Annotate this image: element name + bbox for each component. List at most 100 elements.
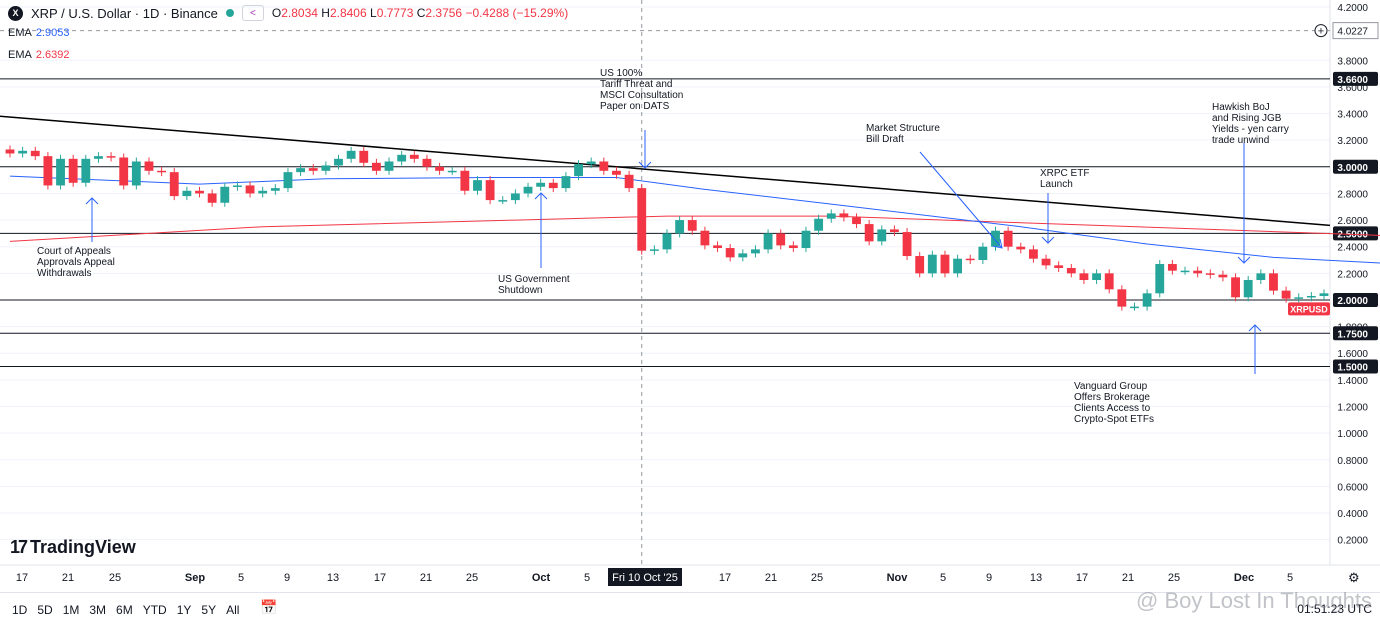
candle[interactable] bbox=[523, 182, 533, 198]
candle[interactable] bbox=[498, 196, 508, 205]
symbol-title[interactable]: XRP / U.S. Dollar · 1D · Binance bbox=[31, 5, 218, 21]
candle[interactable] bbox=[599, 157, 609, 175]
candle[interactable] bbox=[776, 229, 786, 250]
candle[interactable] bbox=[536, 178, 546, 191]
candle[interactable] bbox=[233, 181, 242, 191]
candle[interactable] bbox=[43, 152, 53, 190]
candle[interactable] bbox=[586, 157, 596, 169]
candle[interactable] bbox=[5, 145, 15, 158]
range-1d[interactable]: 1D bbox=[12, 603, 28, 617]
candle[interactable] bbox=[68, 154, 78, 187]
candle[interactable] bbox=[738, 249, 748, 262]
range-ytd[interactable]: YTD bbox=[142, 603, 167, 617]
candle[interactable] bbox=[548, 178, 558, 193]
candle[interactable] bbox=[1016, 242, 1026, 254]
candle[interactable] bbox=[346, 146, 356, 163]
candle[interactable] bbox=[1231, 273, 1240, 302]
candle[interactable] bbox=[953, 254, 963, 278]
candle[interactable] bbox=[675, 216, 685, 238]
ema-legend-2[interactable]: EMA 2.6392 bbox=[8, 49, 70, 61]
candle[interactable] bbox=[751, 245, 760, 258]
candle[interactable] bbox=[965, 254, 975, 265]
candle[interactable] bbox=[485, 176, 495, 205]
candle[interactable] bbox=[687, 216, 697, 235]
candle[interactable] bbox=[169, 168, 179, 201]
candle[interactable] bbox=[852, 213, 861, 229]
candle[interactable] bbox=[56, 154, 65, 190]
candle[interactable] bbox=[106, 152, 116, 162]
candle[interactable] bbox=[30, 146, 40, 161]
candle[interactable] bbox=[788, 241, 798, 253]
share-icon[interactable]: < bbox=[241, 5, 264, 21]
candle[interactable] bbox=[890, 225, 899, 237]
range-3m[interactable]: 3M bbox=[89, 603, 107, 617]
range-6m[interactable]: 6M bbox=[116, 603, 133, 617]
candle[interactable] bbox=[321, 161, 331, 175]
candle[interactable] bbox=[927, 250, 937, 278]
add-alert-icon[interactable] bbox=[1314, 24, 1328, 38]
candle[interactable] bbox=[1193, 266, 1203, 278]
candle[interactable] bbox=[1117, 285, 1127, 311]
ema-red-line[interactable] bbox=[9, 215, 1380, 242]
candle[interactable] bbox=[1243, 276, 1253, 302]
candle[interactable] bbox=[1092, 269, 1101, 284]
candle[interactable] bbox=[902, 228, 912, 261]
range-5d[interactable]: 5D bbox=[37, 603, 53, 617]
candle[interactable] bbox=[1256, 269, 1266, 284]
calendar-icon[interactable]: 📅 bbox=[260, 599, 278, 615]
candle[interactable] bbox=[409, 150, 419, 163]
candle[interactable] bbox=[561, 172, 571, 193]
candle[interactable] bbox=[1079, 269, 1089, 284]
tradingview-logo[interactable]: 17 TradingView bbox=[10, 537, 136, 557]
candle[interactable] bbox=[1180, 266, 1190, 275]
candle[interactable] bbox=[384, 157, 394, 175]
candle[interactable] bbox=[195, 186, 204, 198]
candle[interactable] bbox=[397, 150, 407, 166]
candle[interactable] bbox=[1269, 269, 1278, 295]
candle[interactable] bbox=[713, 241, 722, 253]
candle[interactable] bbox=[359, 146, 369, 167]
candle[interactable] bbox=[624, 170, 634, 193]
candle[interactable] bbox=[308, 164, 318, 175]
candle[interactable] bbox=[334, 154, 343, 170]
candle[interactable] bbox=[94, 152, 103, 163]
candle[interactable] bbox=[1130, 302, 1139, 311]
candle[interactable] bbox=[18, 146, 28, 158]
candle[interactable] bbox=[157, 166, 167, 177]
plus-icon[interactable]: + bbox=[1318, 26, 1324, 38]
candle[interactable] bbox=[1167, 260, 1177, 275]
candle[interactable] bbox=[119, 153, 129, 190]
candle[interactable] bbox=[1281, 286, 1291, 303]
candle[interactable] bbox=[839, 209, 849, 222]
candle[interactable] bbox=[1041, 254, 1051, 270]
candle[interactable] bbox=[814, 214, 824, 235]
candle[interactable] bbox=[877, 225, 887, 246]
candle[interactable] bbox=[1003, 226, 1013, 251]
candle[interactable] bbox=[144, 157, 154, 175]
candle[interactable] bbox=[1319, 289, 1329, 300]
candle[interactable] bbox=[801, 226, 811, 253]
candle[interactable] bbox=[182, 186, 192, 201]
candle[interactable] bbox=[258, 186, 268, 198]
range-1y[interactable]: 1Y bbox=[176, 603, 192, 617]
candle[interactable] bbox=[978, 242, 988, 265]
range-5y[interactable]: 5Y bbox=[201, 603, 217, 617]
candle[interactable] bbox=[864, 220, 874, 246]
candle[interactable] bbox=[435, 162, 444, 175]
candle[interactable] bbox=[1066, 264, 1076, 278]
candle[interactable] bbox=[637, 184, 647, 255]
candle[interactable] bbox=[473, 176, 482, 195]
trend-line[interactable] bbox=[0, 115, 1331, 227]
range-1m[interactable]: 1M bbox=[62, 603, 80, 617]
candle[interactable] bbox=[81, 154, 91, 187]
candle[interactable] bbox=[1218, 270, 1228, 282]
candle[interactable] bbox=[422, 154, 432, 171]
price-chart[interactable]: 4.2000 3.8000 3.6000 3.4000 3.2000 3.0000 2.80… bbox=[0, 0, 1380, 592]
candle[interactable] bbox=[826, 209, 836, 223]
candle[interactable] bbox=[649, 245, 659, 255]
